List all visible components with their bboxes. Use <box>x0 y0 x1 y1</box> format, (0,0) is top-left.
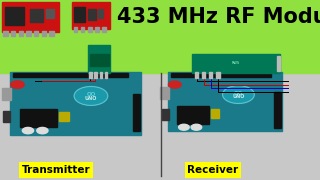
Bar <box>277 56 280 71</box>
Bar <box>89 72 92 78</box>
Circle shape <box>223 86 254 103</box>
Bar <box>88 9 96 20</box>
Bar <box>2 88 11 100</box>
Bar <box>49 31 54 36</box>
Bar <box>3 111 10 122</box>
Bar <box>72 2 110 29</box>
Bar <box>192 54 280 73</box>
Text: 433 MHz RF Module: 433 MHz RF Module <box>117 7 320 27</box>
Text: OO: OO <box>234 91 243 96</box>
Bar <box>90 54 109 66</box>
Bar <box>0 0 320 73</box>
Bar <box>94 72 97 78</box>
Bar <box>46 9 54 18</box>
Bar <box>30 9 43 22</box>
Bar <box>34 31 38 36</box>
Bar <box>13 73 128 76</box>
Bar <box>211 109 219 118</box>
Circle shape <box>191 124 202 130</box>
Bar <box>162 109 169 120</box>
Bar <box>10 72 141 135</box>
Circle shape <box>37 127 48 134</box>
Bar <box>171 73 271 76</box>
Bar <box>3 31 8 36</box>
Text: Receiver: Receiver <box>187 165 238 175</box>
Bar <box>274 92 281 128</box>
Bar <box>168 72 282 131</box>
Circle shape <box>179 124 189 130</box>
Bar <box>202 72 205 78</box>
Bar <box>42 31 46 36</box>
Bar <box>98 9 103 18</box>
Circle shape <box>11 81 24 88</box>
Text: UNO: UNO <box>232 94 244 99</box>
Bar <box>177 106 209 124</box>
Bar <box>2 2 59 32</box>
Bar <box>209 72 212 78</box>
Bar <box>160 87 169 99</box>
Bar <box>133 94 140 131</box>
Text: RWS: RWS <box>232 61 240 66</box>
Bar <box>105 72 107 78</box>
Text: UNO: UNO <box>85 96 97 101</box>
Bar <box>100 72 102 78</box>
Bar <box>88 45 110 73</box>
Bar <box>19 31 23 36</box>
Circle shape <box>22 127 34 134</box>
Bar <box>88 27 92 32</box>
Text: OO: OO <box>86 92 96 97</box>
Bar <box>20 109 57 127</box>
Bar <box>74 7 85 22</box>
Bar <box>102 27 106 32</box>
Text: Transmitter: Transmitter <box>22 165 90 175</box>
Bar <box>216 72 220 78</box>
Bar <box>95 27 99 32</box>
Bar <box>195 72 198 78</box>
Circle shape <box>74 87 108 105</box>
Bar <box>81 27 84 32</box>
Bar <box>5 7 24 25</box>
Bar <box>11 31 15 36</box>
Bar <box>60 112 69 121</box>
Circle shape <box>168 81 181 88</box>
Bar <box>26 31 31 36</box>
Bar <box>74 27 77 32</box>
